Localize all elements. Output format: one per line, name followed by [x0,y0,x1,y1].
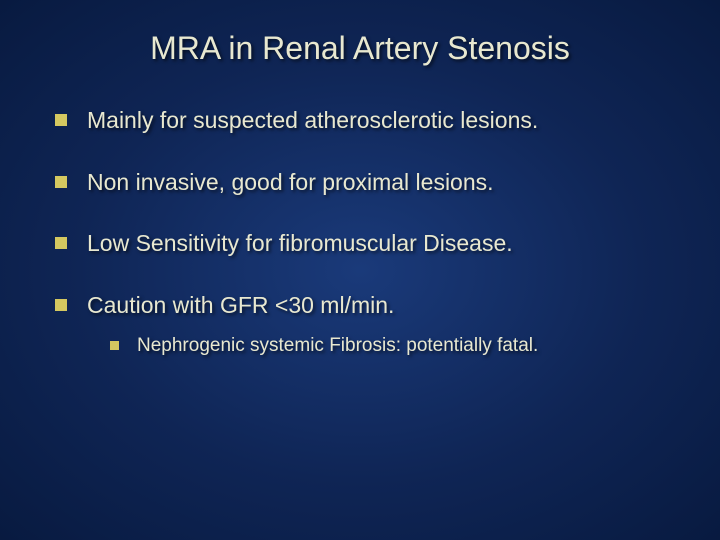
bullet-text: Non invasive, good for proximal lesions. [87,169,494,197]
sub-bullet-square-icon [110,341,119,350]
content-area: Mainly for suspected atherosclerotic les… [0,67,720,358]
bullet-item: Non invasive, good for proximal lesions. [55,169,665,197]
slide-title: MRA in Renal Artery Stenosis [0,0,720,67]
bullet-square-icon [55,114,67,126]
sub-bullet-text: Nephrogenic systemic Fibrosis: potential… [137,335,538,358]
sub-bullet-item: Nephrogenic systemic Fibrosis: potential… [110,335,665,358]
bullet-text: Mainly for suspected atherosclerotic les… [87,107,538,135]
bullet-item: Mainly for suspected atherosclerotic les… [55,107,665,135]
bullet-item: Low Sensitivity for fibromuscular Diseas… [55,230,665,258]
bullet-item: Caution with GFR <30 ml/min. [55,292,665,320]
sub-list: Nephrogenic systemic Fibrosis: potential… [55,335,665,358]
bullet-text: Low Sensitivity for fibromuscular Diseas… [87,230,513,258]
bullet-square-icon [55,176,67,188]
bullet-square-icon [55,237,67,249]
bullet-text: Caution with GFR <30 ml/min. [87,292,394,320]
slide: MRA in Renal Artery Stenosis Mainly for … [0,0,720,540]
bullet-square-icon [55,299,67,311]
